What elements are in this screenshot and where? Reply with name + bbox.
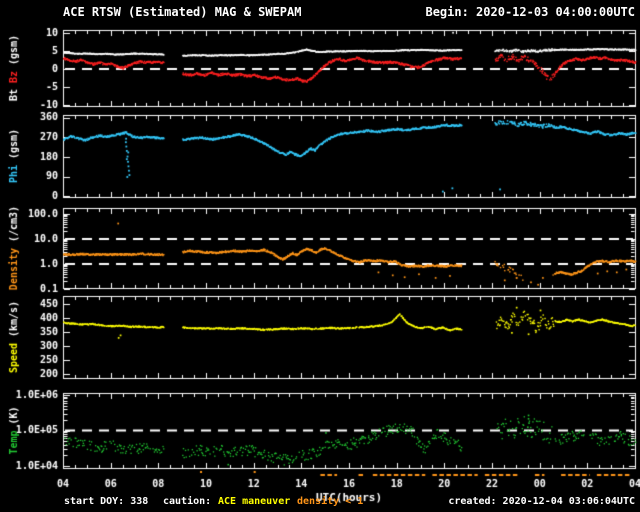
page-title: ACE RTSW (Estimated) MAG & SWEPAM [63, 5, 302, 19]
ace-maneuver-note: ACE maneuver [218, 496, 291, 507]
created-timestamp: created: 2020-12-04 03:06:04UTC [448, 496, 635, 507]
density-note: density < 1 [297, 496, 364, 507]
begin-timestamp: Begin: 2020-12-03 04:00:00UTC [425, 5, 635, 19]
start-doy-label: start DOY: 338 [64, 496, 149, 507]
caution-label: caution: [163, 496, 212, 507]
plot-header: ACE RTSW (Estimated) MAG & SWEPAM Begin:… [63, 5, 635, 19]
